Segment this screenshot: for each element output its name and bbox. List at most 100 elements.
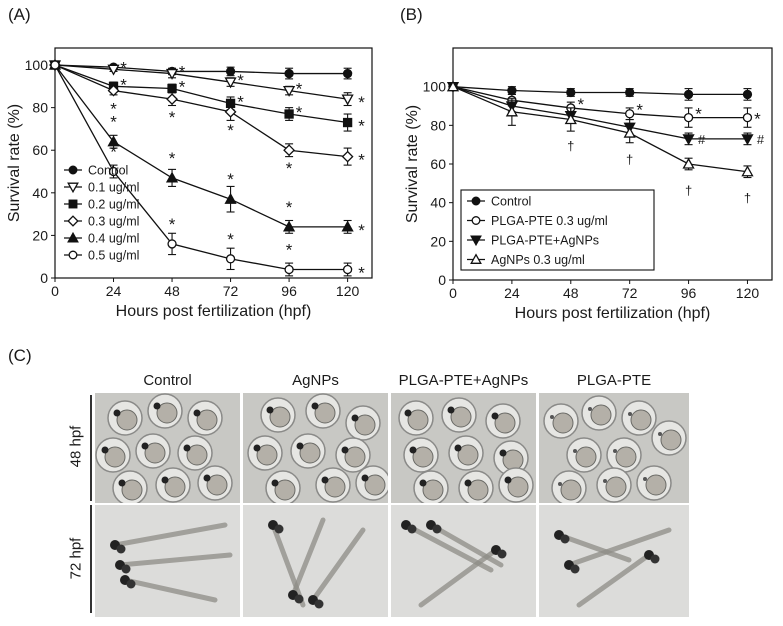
embryo xyxy=(247,435,283,471)
embryo-eye xyxy=(311,402,319,410)
chart-b-x-tick-label: 0 xyxy=(449,285,457,301)
chart-a-data-point xyxy=(284,264,294,275)
embryo-yolk xyxy=(121,479,143,501)
chart-b-x-tick-label: 120 xyxy=(736,285,760,301)
embryo xyxy=(335,437,371,473)
embryo-yolk xyxy=(314,402,336,424)
chart-b-series-line xyxy=(452,86,748,173)
embryo-yolk xyxy=(104,446,126,468)
micrograph-72hpf-plga-pte xyxy=(539,505,689,617)
chart-a-plot-frame xyxy=(54,47,373,279)
larva-body xyxy=(576,552,652,608)
larva-body xyxy=(566,527,672,568)
chart-b-y-tick-label: 100 xyxy=(423,79,447,95)
embryo-eye xyxy=(321,476,329,484)
embryo xyxy=(290,433,326,469)
chart-a-data-point xyxy=(225,66,236,77)
embryo-eye xyxy=(558,482,562,486)
larva-body xyxy=(117,552,233,568)
chart-a-data-point xyxy=(225,254,236,264)
chart-b-data-point xyxy=(741,165,754,177)
larva xyxy=(426,520,504,568)
embryo-yolk xyxy=(575,446,597,468)
larva-body xyxy=(556,532,632,563)
embryo-yolk xyxy=(274,479,296,501)
larva xyxy=(576,550,660,608)
embryo-yolk xyxy=(164,476,186,498)
row-bracket-72hpf xyxy=(90,505,92,613)
embryo-eye xyxy=(464,479,472,487)
chart-b-legend-marker xyxy=(470,253,482,264)
embryo-yolk xyxy=(467,479,489,501)
embryo-eye xyxy=(550,415,554,419)
chart-a-data-point xyxy=(342,264,353,275)
chart-a-data-point xyxy=(165,171,179,183)
chart-b-data-point xyxy=(683,89,694,100)
panel-b-label: (B) xyxy=(400,5,423,24)
chart-a-x-axis-label: Hours post fertilization (hpf) xyxy=(116,303,312,320)
larva-eye xyxy=(126,579,136,589)
embryo-yolk xyxy=(615,446,637,468)
chart-a-significance-mark: * xyxy=(110,113,117,132)
micrograph-drawing xyxy=(247,393,388,503)
chart-a-legend-label: 0.5 ug/ml xyxy=(88,249,139,263)
chart-a-x-tick-label: 96 xyxy=(281,283,297,299)
chart-a-significance-mark: * xyxy=(286,198,293,217)
embryo-yolk xyxy=(605,476,627,498)
larva-body xyxy=(112,522,228,548)
chart-b-data-point xyxy=(564,113,577,125)
micrograph-drawing xyxy=(110,522,233,603)
chart-b-significance-mark: † xyxy=(626,152,633,167)
chart-b-data-point xyxy=(625,87,635,98)
larva-eye xyxy=(407,524,417,534)
larva-body xyxy=(418,547,499,608)
larva xyxy=(110,522,228,554)
micrograph-drawing xyxy=(268,517,366,609)
chart-a-series-line xyxy=(54,64,348,228)
chart-a-data-point xyxy=(166,93,178,106)
larva xyxy=(554,530,632,563)
chart-b-data-point xyxy=(625,109,635,119)
embryo xyxy=(596,467,632,503)
micrograph-drawing xyxy=(543,395,687,503)
embryo xyxy=(147,393,183,429)
embryo xyxy=(265,470,301,503)
embryo xyxy=(651,420,687,456)
chart-b-data-point xyxy=(742,112,753,123)
chart-b-x-tick-label: 96 xyxy=(681,285,697,301)
chart-a-significance-mark: * xyxy=(358,93,365,112)
embryo-eye xyxy=(454,444,462,452)
embryo-eye xyxy=(153,402,161,410)
chart-b-legend-frame xyxy=(460,189,655,271)
chart-a-significance-mark: * xyxy=(110,100,117,119)
embryo-eye xyxy=(613,449,617,453)
chart-a-y-tick-label: 100 xyxy=(25,57,49,73)
larva-eye xyxy=(650,554,660,564)
embryo-eye xyxy=(419,479,427,487)
larva-eye xyxy=(274,524,284,534)
chart-b-data-point xyxy=(566,87,576,98)
chart-a-significance-mark: * xyxy=(358,151,365,170)
chart-a-legend-marker xyxy=(67,215,79,227)
embryo xyxy=(606,437,642,473)
embryo-yolk xyxy=(116,409,138,431)
larva xyxy=(120,575,218,603)
larva-eye xyxy=(432,524,442,534)
larva xyxy=(564,527,672,574)
chart-a-data-point xyxy=(284,109,294,119)
chart-a-data-point xyxy=(341,220,354,232)
chart-b-x-tick-label: 72 xyxy=(622,285,638,301)
chart-a-significance-mark: * xyxy=(120,58,127,77)
embryo-eye xyxy=(447,406,455,414)
chart-a-y-tick-label: 0 xyxy=(40,270,48,286)
chart-b-x-axis-label: Hours post fertilization (hpf) xyxy=(515,305,711,322)
embryo-yolk xyxy=(494,412,516,434)
larva-eye xyxy=(497,549,507,559)
chart-b-significance-mark: † xyxy=(685,183,692,198)
embryo xyxy=(498,467,534,503)
chart-a-x-tick-label: 0 xyxy=(51,283,59,299)
embryo-yolk xyxy=(196,409,218,431)
chart-a-data-point xyxy=(342,117,353,128)
embryo xyxy=(355,465,388,501)
embryo-eye xyxy=(588,407,592,411)
